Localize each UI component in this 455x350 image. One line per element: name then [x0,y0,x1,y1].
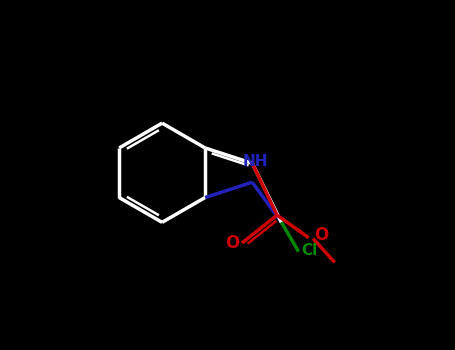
Text: O: O [314,226,328,244]
Text: NH: NH [243,154,268,169]
Text: Cl: Cl [301,243,317,258]
Text: O: O [225,234,239,252]
